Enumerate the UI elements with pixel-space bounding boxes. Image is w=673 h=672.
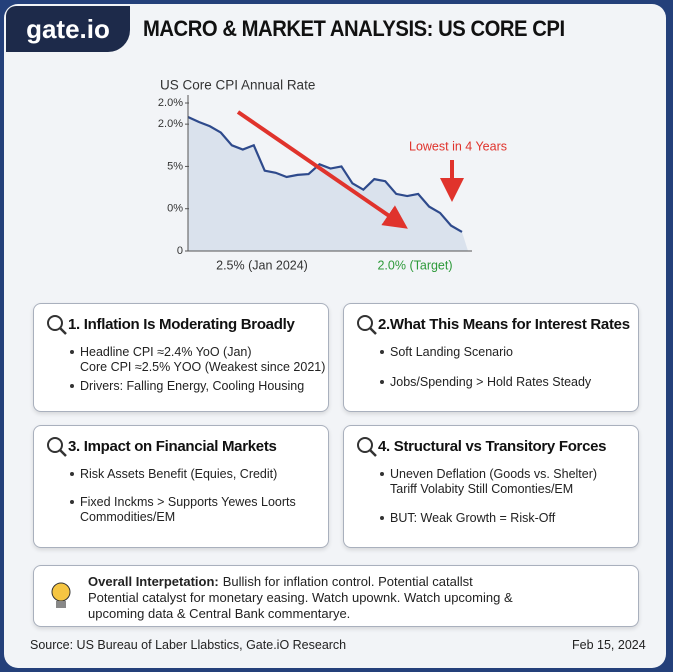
- card-icon: [46, 436, 68, 463]
- interpretation-line: upcoming data & Central Bank commentarye…: [88, 606, 350, 621]
- y-tick-label: 2.0%: [158, 118, 183, 130]
- icon-shape: [357, 437, 377, 457]
- card: 4. Structural vs Transitory Forces Uneven…: [343, 425, 639, 548]
- bullet-text: Soft Landing Scenario: [379, 345, 514, 359]
- card-icon: [356, 436, 378, 463]
- icon-shape: [47, 437, 67, 457]
- chart-title: US Core CPI Annual Rate: [160, 78, 315, 93]
- bullet-text: Tariff Volabity Still Comonties/EM: [390, 482, 574, 496]
- y-tick-label: 0%: [167, 203, 183, 215]
- card-title: 2.What This Means for Interest Rates: [378, 316, 630, 333]
- bullet-text: Commodities/EM: [80, 510, 176, 524]
- area: [188, 116, 468, 251]
- source: Source: US Bureau of Laber Llabstics, Ga…: [30, 638, 347, 652]
- start-label: 2.5% (Jan 2024): [216, 258, 308, 272]
- interpretation-line: Potential catalyst for monetary easing. …: [88, 590, 513, 605]
- trend-arrow: [236, 110, 408, 229]
- card: 2.What This Means for Interest Rates Soft…: [343, 303, 639, 412]
- page-title: MACRO & MARKET ANALYSIS: US CORE CPI: [143, 16, 565, 41]
- card-title: 1. Inflation Is Moderating Broadly: [68, 316, 295, 333]
- y-tick-label: 5%: [167, 160, 183, 172]
- card-icon: [356, 314, 378, 341]
- brand: gate.io: [6, 6, 130, 52]
- annotation: Lowest in 4 Years: [409, 139, 507, 153]
- bullet-text: Fixed Inckms > Supports Yewes Loorts: [70, 495, 296, 509]
- bullet-text: BUT: Weak Growth = Risk-Off: [379, 511, 556, 525]
- bullet-text: Drivers: Falling Energy, Cooling Housing: [69, 379, 305, 393]
- interpretation-line: Overall Interpetation: Bullish for inflat…: [88, 574, 473, 589]
- card: 3. Impact on Financial Markets Risk Asset…: [33, 425, 329, 548]
- bullet-text: Risk Assets Benefit (Equies, Credit): [69, 467, 278, 481]
- card-title: 4. Structural vs Transitory Forces: [378, 438, 607, 455]
- interpretation-label: Overall Interpetation:: [88, 574, 219, 589]
- card-title: 3. Impact on Financial Markets: [68, 438, 277, 455]
- icon-shape: [357, 315, 377, 335]
- interpretation-text: upcoming data & Central Bank commentarye…: [88, 606, 351, 621]
- date: Feb 15, 2024: [572, 638, 646, 652]
- chart: US Core CPI Annual Rate 0 0% 5% 2.0% 2.0% Lo…: [158, 78, 507, 273]
- card: 1. Inflation Is Moderating Broadly Headli…: [33, 303, 329, 412]
- icon-shape: [47, 315, 67, 335]
- bullet-text: Jobs/Spending > Hold Rates Steady: [379, 375, 592, 389]
- y-tick-label: 0: [177, 245, 183, 257]
- y-tick-label: 2.0%: [158, 97, 183, 109]
- interpretation-text: Bullish for inflation control. Potential…: [222, 574, 473, 589]
- interpretation-box: Overall Interpetation: Bullish for inflat…: [33, 565, 639, 627]
- bullet-text: Core CPI ≈2.5% YOO (Weakest since 2021): [80, 360, 326, 374]
- bullet-text: Headline CPI ≈2.4% YoO (Jan): [70, 345, 252, 359]
- bulb-icon: [51, 582, 71, 608]
- interpretation-text: Potential catalyst for monetary easing. …: [88, 590, 513, 605]
- bullet-text: Uneven Deflation (Goods vs. Shelter): [379, 467, 598, 481]
- line: [187, 115, 463, 233]
- target-label: 2.0% (Target): [377, 258, 452, 272]
- card-icon: [46, 314, 68, 341]
